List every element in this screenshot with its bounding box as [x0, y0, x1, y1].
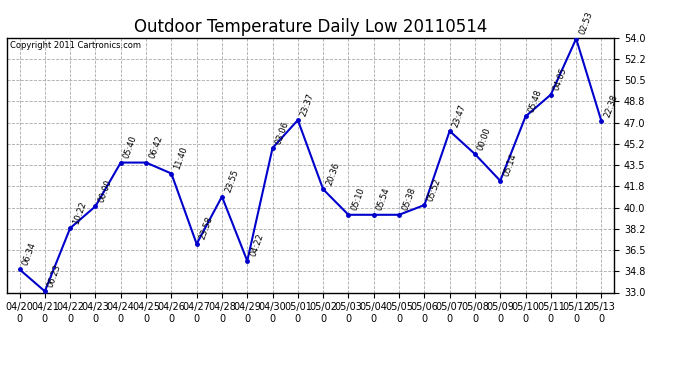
- Text: 05:40: 05:40: [122, 134, 139, 160]
- Text: 03:06: 03:06: [274, 120, 290, 145]
- Text: 05:48: 05:48: [527, 88, 544, 114]
- Text: 23:58: 23:58: [198, 216, 215, 241]
- Text: 00:00: 00:00: [476, 126, 493, 151]
- Text: 06:23: 06:23: [46, 263, 63, 288]
- Text: 04:05: 04:05: [552, 66, 569, 92]
- Text: 00:00: 00:00: [97, 178, 113, 204]
- Text: 04:22: 04:22: [248, 233, 265, 258]
- Text: 23:37: 23:37: [299, 92, 316, 117]
- Text: 05:54: 05:54: [375, 187, 392, 212]
- Text: 05:52: 05:52: [426, 177, 442, 202]
- Text: 23:47: 23:47: [451, 103, 468, 128]
- Title: Outdoor Temperature Daily Low 20110514: Outdoor Temperature Daily Low 20110514: [134, 18, 487, 36]
- Text: 22:38: 22:38: [603, 93, 620, 118]
- Text: 10:22: 10:22: [72, 200, 88, 225]
- Text: 05:38: 05:38: [400, 186, 417, 212]
- Text: 02:53: 02:53: [578, 10, 594, 36]
- Text: 20:36: 20:36: [324, 161, 341, 186]
- Text: 23:55: 23:55: [224, 168, 240, 194]
- Text: Copyright 2011 Cartronics.com: Copyright 2011 Cartronics.com: [10, 41, 141, 50]
- Text: 06:34: 06:34: [21, 241, 37, 267]
- Text: 05:14: 05:14: [502, 153, 518, 178]
- Text: 11:40: 11:40: [172, 146, 189, 171]
- Text: 05:10: 05:10: [350, 187, 366, 212]
- Text: 06:42: 06:42: [148, 134, 164, 160]
